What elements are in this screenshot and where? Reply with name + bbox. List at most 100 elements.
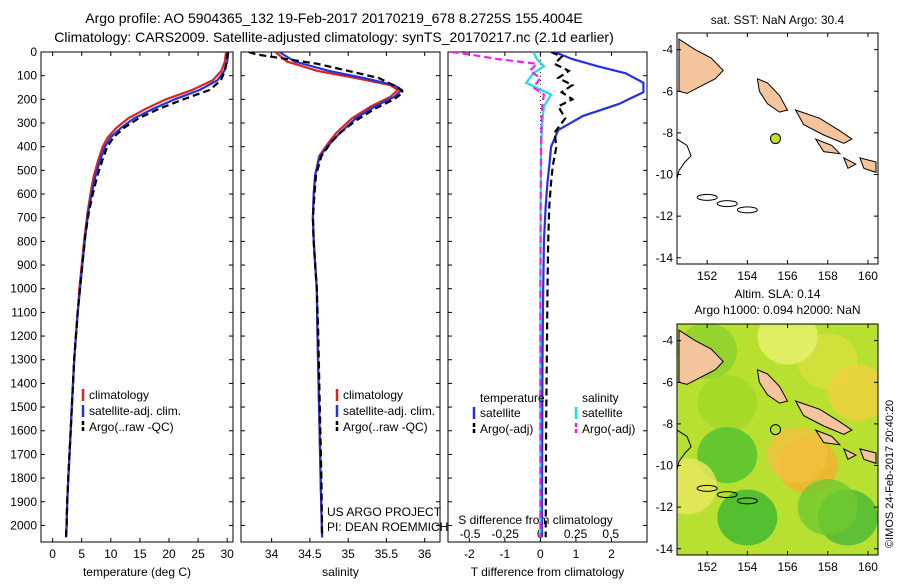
legend-label: satellite-adj. clim. [89, 404, 181, 418]
land-polygon [814, 138, 842, 155]
credit-text: ©IMOS 24-Feb-2017 20:40:20 [884, 400, 896, 548]
series-line-argo-adj--temperature [544, 52, 575, 538]
legend-label: climatology [89, 388, 149, 402]
x-tick-label: 30 [221, 547, 235, 561]
depth-tick-label: 1100 [11, 305, 37, 319]
depth-tick-label: 1400 [10, 376, 37, 390]
map-title-line1: Altim. SLA: 0.14 [734, 287, 820, 301]
land-polygon [756, 369, 789, 404]
map-title: sat. SST: NaN Argo: 30.4 [711, 13, 845, 27]
figure-title-line1: Argo profile: AO 5904365_132 19-Feb-2017… [85, 10, 582, 26]
series-line-climatology [64, 52, 228, 538]
lon-tick-label: 152 [697, 269, 717, 283]
depth-tick-label: 400 [17, 140, 37, 154]
lat-tick-label: -4 [662, 43, 673, 57]
depth-tick-label: 100 [17, 69, 37, 83]
lat-tick-label: -10 [656, 459, 674, 473]
profile-panel-2: 34 34.5 35 35.5 36 salinity climatology satelli… [240, 51, 448, 579]
depth-tick-label: 1600 [10, 424, 37, 438]
x-tick-label: 35 [341, 547, 355, 561]
legend-label: Argo(-adj) [480, 422, 533, 436]
map-frame [676, 32, 879, 265]
reef-outline [736, 497, 758, 505]
x-axis-label: temperature (deg C) [83, 565, 191, 579]
land-polygon [678, 38, 724, 94]
lon-tick-label: 156 [778, 560, 798, 574]
reef-outline [736, 206, 758, 214]
plot-frame [240, 51, 441, 543]
sla-anomaly-patch [797, 479, 858, 536]
x-tick-label: 36 [418, 547, 432, 561]
lon-tick-label: 160 [858, 269, 878, 283]
lon-tick-label: 156 [778, 269, 798, 283]
depth-tick-label: 1300 [10, 353, 37, 367]
legend-header-temperature: temperature [480, 391, 545, 405]
map-frame [676, 323, 879, 556]
sla-map: 152 154 156 158 160 -4 -6 -8 -10 -12 -14 Altim. SLA… [656, 287, 879, 574]
x-tick-label: 25 [191, 547, 205, 561]
lat-tick-label: -6 [662, 84, 673, 98]
series-line-satellite-temperature [540, 52, 645, 538]
legend-header-salinity: salinity [582, 391, 619, 405]
float-position-marker [769, 133, 781, 145]
lon-tick-label: 154 [737, 269, 757, 283]
t-diff-tick-label: 2 [608, 547, 615, 561]
depth-tick-label: 0 [30, 45, 37, 59]
land-polygon [756, 78, 789, 113]
lon-tick-label: 158 [818, 269, 838, 283]
lat-tick-label: -14 [656, 542, 674, 556]
t-diff-tick-label: 0 [537, 547, 544, 561]
lat-tick-label: -14 [656, 251, 674, 265]
sla-anomaly-patch [827, 364, 878, 421]
x-tick-label: 34.5 [298, 547, 322, 561]
lat-tick-label: -6 [662, 375, 673, 389]
plot-frame [40, 51, 234, 543]
depth-tick-label: 600 [17, 187, 37, 201]
depth-tick-label: 2000 [10, 518, 37, 532]
series-line-climatology [274, 52, 400, 538]
x-tick-label: 15 [133, 547, 147, 561]
profile-panel-3: -2 -1 0 1 2-0.5 -0.25 0 0.25 0.5S difference fro… [447, 51, 648, 579]
depth-tick-label: 500 [17, 163, 37, 177]
coastline [677, 429, 692, 470]
depth-tick-label: 1700 [10, 447, 37, 461]
depth-tick-label: 1800 [10, 471, 37, 485]
lon-tick-label: 154 [737, 560, 757, 574]
s-diff-tick-label: 0.25 [564, 527, 588, 541]
legend-label: satellite [480, 406, 521, 420]
land-polygon [814, 429, 842, 446]
lat-tick-label: -12 [656, 500, 674, 514]
sla-anomaly-patch [697, 375, 758, 432]
pi-annotation: PI: DEAN ROEMMICH [327, 520, 448, 534]
series-line-argo-raw-qc- [64, 52, 229, 538]
float-position-marker [769, 424, 781, 436]
map-title-line2: Argo h1000: 0.094 h2000: NaN [694, 303, 860, 317]
s-diff-axis-label: S difference from climatology [458, 513, 613, 527]
depth-tick-label: 300 [17, 116, 37, 130]
x-axis-label: T difference from climatology [471, 565, 625, 579]
x-axis-label: salinity [322, 565, 359, 579]
depth-tick-label: 1500 [10, 400, 37, 414]
sla-anomaly-patch [697, 427, 758, 484]
reef-outline [696, 193, 718, 201]
depth-tick-label: 700 [17, 211, 37, 225]
land-polygon [794, 400, 853, 435]
figure-title-line2: Climatology: CARS2009. Satellite-adjuste… [54, 29, 614, 45]
land-polygon [794, 109, 853, 144]
lat-tick-label: -12 [656, 209, 674, 223]
legend-label: climatology [343, 388, 403, 402]
x-tick-label: 34 [265, 547, 279, 561]
lon-tick-label: 160 [858, 560, 878, 574]
depth-tick-label: 200 [17, 92, 37, 106]
series-line-argo-adj--salinity [451, 52, 546, 538]
reef-outline [696, 484, 718, 492]
x-tick-label: 0 [49, 547, 56, 561]
profile-panel-1: 0100200300400500600700800900100011001200… [10, 45, 234, 579]
x-tick-label: 20 [162, 547, 176, 561]
depth-tick-label: 1900 [10, 495, 37, 509]
t-diff-tick-label: -2 [464, 547, 475, 561]
sst-map: 152 154 156 158 160 -4 -6 -8 -10 -12 -14 sat. SST: … [656, 13, 879, 283]
s-diff-tick-label: -0.25 [492, 527, 520, 541]
legend-label: satellite [582, 406, 623, 420]
